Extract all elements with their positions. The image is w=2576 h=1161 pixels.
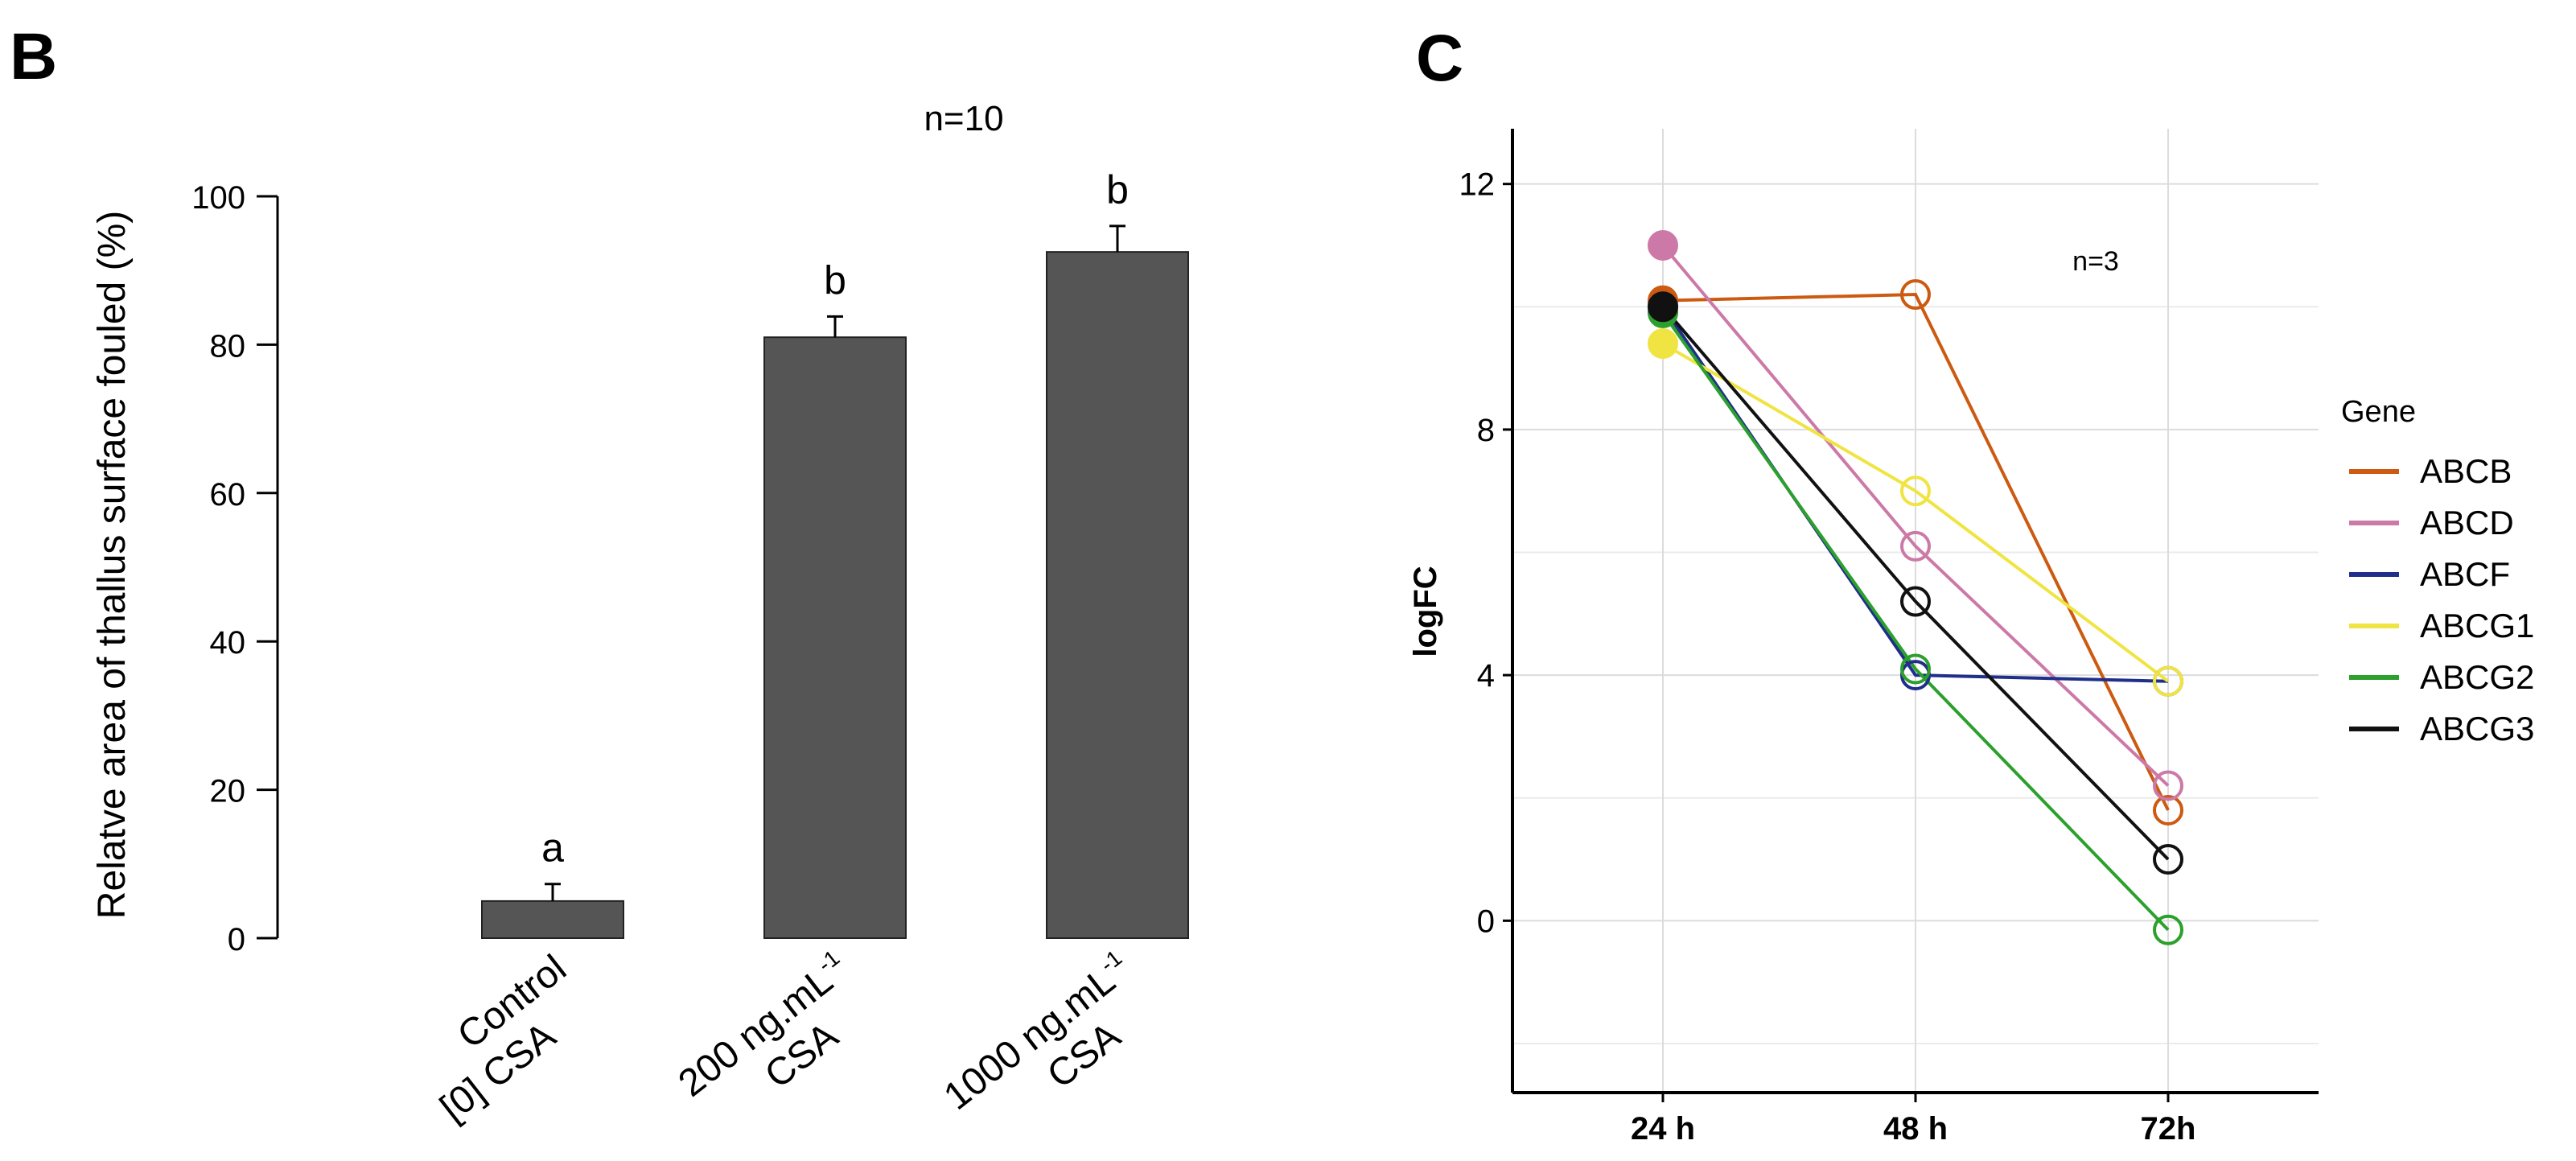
data-point-abcd [1900, 530, 1931, 562]
panel-c-label: C [1416, 22, 1463, 95]
x-category-line1: 200 ng.mL-1 [669, 945, 857, 1105]
significance-letter: b [824, 257, 846, 303]
data-point-abcb [1900, 279, 1931, 311]
bar [763, 336, 907, 939]
panel-c-x-tick-label: 48 h [1883, 1111, 1948, 1147]
series-line-abcg3 [1661, 305, 2170, 861]
data-point-abcg3 [1900, 586, 1931, 617]
legend-label-abcb: ABCB [2420, 452, 2512, 490]
series-line-abcg2 [1661, 311, 2170, 932]
data-point-abcg2 [1900, 653, 1931, 685]
legend-label-abcg2: ABCG2 [2420, 658, 2534, 696]
data-point-abcd [2153, 770, 2183, 801]
significance-letter: b [1106, 167, 1129, 212]
panel-b-bar-chart: B n=10 Relatve area of thallus surface f… [10, 20, 1189, 1130]
legend-label-abcf: ABCF [2420, 555, 2510, 593]
legend-title: Gene [2341, 395, 2416, 429]
x-category-superscript: -1 [1096, 945, 1127, 978]
series-line-abcb [1662, 292, 2170, 811]
bar [481, 900, 624, 940]
legend-label-abcg1: ABCG1 [2420, 607, 2534, 644]
panel-b-y-tick-label: 0 [228, 922, 245, 957]
data-point-abcg3 [1648, 291, 1678, 323]
data-point-abcg1 [2153, 665, 2183, 697]
panel-c-y-tick-label: 12 [1459, 167, 1496, 203]
panel-b-y-axis-label: Relatve area of thallus surface fouled (… [91, 211, 134, 919]
significance-letter: a [541, 825, 564, 871]
bar [1046, 251, 1189, 939]
series-line-abcg1 [1661, 342, 2170, 683]
legend-label-abcg3: ABCG3 [2420, 710, 2534, 747]
panel-c-sample-size: n=3 [2072, 246, 2119, 277]
panel-c-y-tick-label: 8 [1477, 413, 1495, 448]
panel-c-y-tick-label: 0 [1477, 904, 1495, 939]
panel-b-y-tick-label: 60 [210, 477, 246, 513]
panel-c-legend: Gene ABCB ABCD ABCF ABCG1 ABCG2 ABCG3 [2341, 395, 2534, 747]
data-point-abcg3 [2153, 844, 2183, 875]
panel-c-x-tick-label: 72h [2141, 1111, 2196, 1147]
x-category-superscript: -1 [813, 945, 845, 978]
panel-b-y-tick-label: 40 [210, 625, 246, 661]
series-line-abcd [1661, 244, 2170, 787]
panel-c-y-tick-label: 4 [1477, 658, 1495, 694]
data-point-abcd [1648, 229, 1678, 261]
panel-b-y-tick-label: 100 [191, 180, 245, 216]
legend-label-abcd: ABCD [2420, 504, 2514, 541]
data-point-abcb [2153, 794, 2183, 825]
panel-c-x-tick-label: 24 h [1631, 1111, 1695, 1147]
panel-b-label: B [10, 20, 57, 93]
data-point-abcg2 [2153, 914, 2183, 945]
x-category-label: Control[0] CSA [433, 947, 574, 1130]
panel-b-sample-size: n=10 [924, 99, 1003, 138]
panel-c-line-chart: C logFC n=3 0 4 8 12 24 h 48 h 72h Gene ABCB AB… [1408, 22, 2534, 1147]
panel-b-y-tick-label: 80 [210, 328, 246, 364]
panel-c-y-axis-label: logFC [1408, 566, 1443, 657]
panel-b-y-tick-label: 20 [210, 774, 246, 809]
data-point-abcg1 [1648, 328, 1678, 360]
data-point-abcg1 [1900, 476, 1931, 507]
